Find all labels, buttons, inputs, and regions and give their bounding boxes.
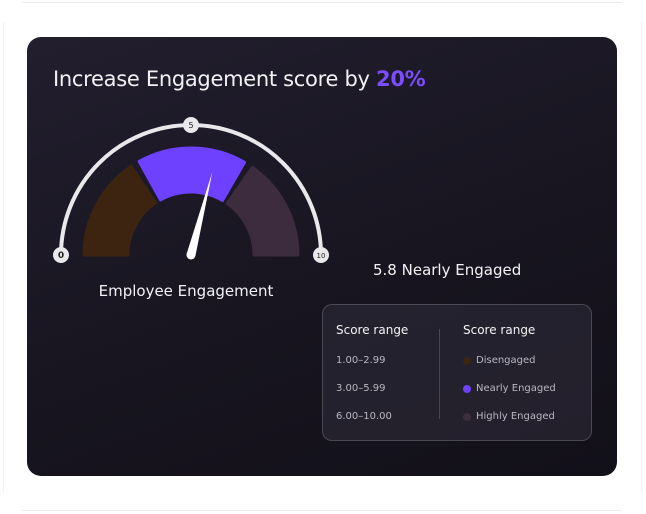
legend-divider [439, 329, 440, 419]
tick-min: 0 [53, 247, 69, 263]
engagement-card: Increase Engagement score by 20% 0 5 10 … [27, 37, 617, 476]
divider [641, 22, 642, 492]
engagement-gauge: 0 5 10 [53, 117, 329, 263]
legend-dot-icon [463, 413, 471, 421]
divider [3, 22, 4, 492]
gauge-needle-base [186, 250, 196, 260]
legend-item-label: Disengaged [476, 355, 536, 366]
divider [22, 2, 622, 3]
legend-ranges-column: Score range 1.00–2.99 3.00–5.99 6.00–10.… [336, 323, 408, 439]
legend-categories-column: Score range Disengaged Nearly Engaged Hi… [463, 323, 556, 439]
legend-item-label: Nearly Engaged [476, 383, 556, 394]
legend-range: 6.00–10.00 [336, 411, 392, 422]
title-text: Increase Engagement score by [53, 67, 377, 91]
gauge-needle [186, 171, 213, 257]
gauge-segment-disengaged [82, 164, 158, 257]
score-text: 5.8 Nearly Engaged [373, 261, 522, 279]
score-legend: Score range 1.00–2.99 3.00–5.99 6.00–10.… [322, 304, 592, 441]
gauge-segment-highly-engaged [225, 165, 300, 257]
legend-item: Highly Engaged [463, 411, 556, 439]
gauge-label: Employee Engagement [98, 282, 274, 300]
legend-header: Score range [336, 323, 409, 337]
divider [22, 510, 622, 511]
legend-item: Nearly Engaged [463, 383, 556, 411]
legend-dot-icon [463, 385, 471, 393]
legend-item: Disengaged [463, 355, 556, 383]
title-highlight: 20% [376, 67, 426, 91]
legend-range: 1.00–2.99 [336, 355, 386, 366]
tick-mid: 5 [183, 117, 199, 133]
card-title: Increase Engagement score by 20% [53, 67, 426, 91]
tick-label-min: 0 [58, 251, 64, 261]
tick-label-mid: 5 [188, 121, 193, 130]
legend-header: Score range [463, 323, 536, 337]
tick-max: 10 [313, 247, 329, 263]
legend-item-label: Highly Engaged [476, 411, 555, 422]
gauge-segment-nearly-engaged [137, 146, 246, 202]
legend-dot-icon [463, 357, 471, 365]
legend-range: 3.00–5.99 [336, 383, 386, 394]
tick-label-max: 10 [317, 252, 326, 260]
